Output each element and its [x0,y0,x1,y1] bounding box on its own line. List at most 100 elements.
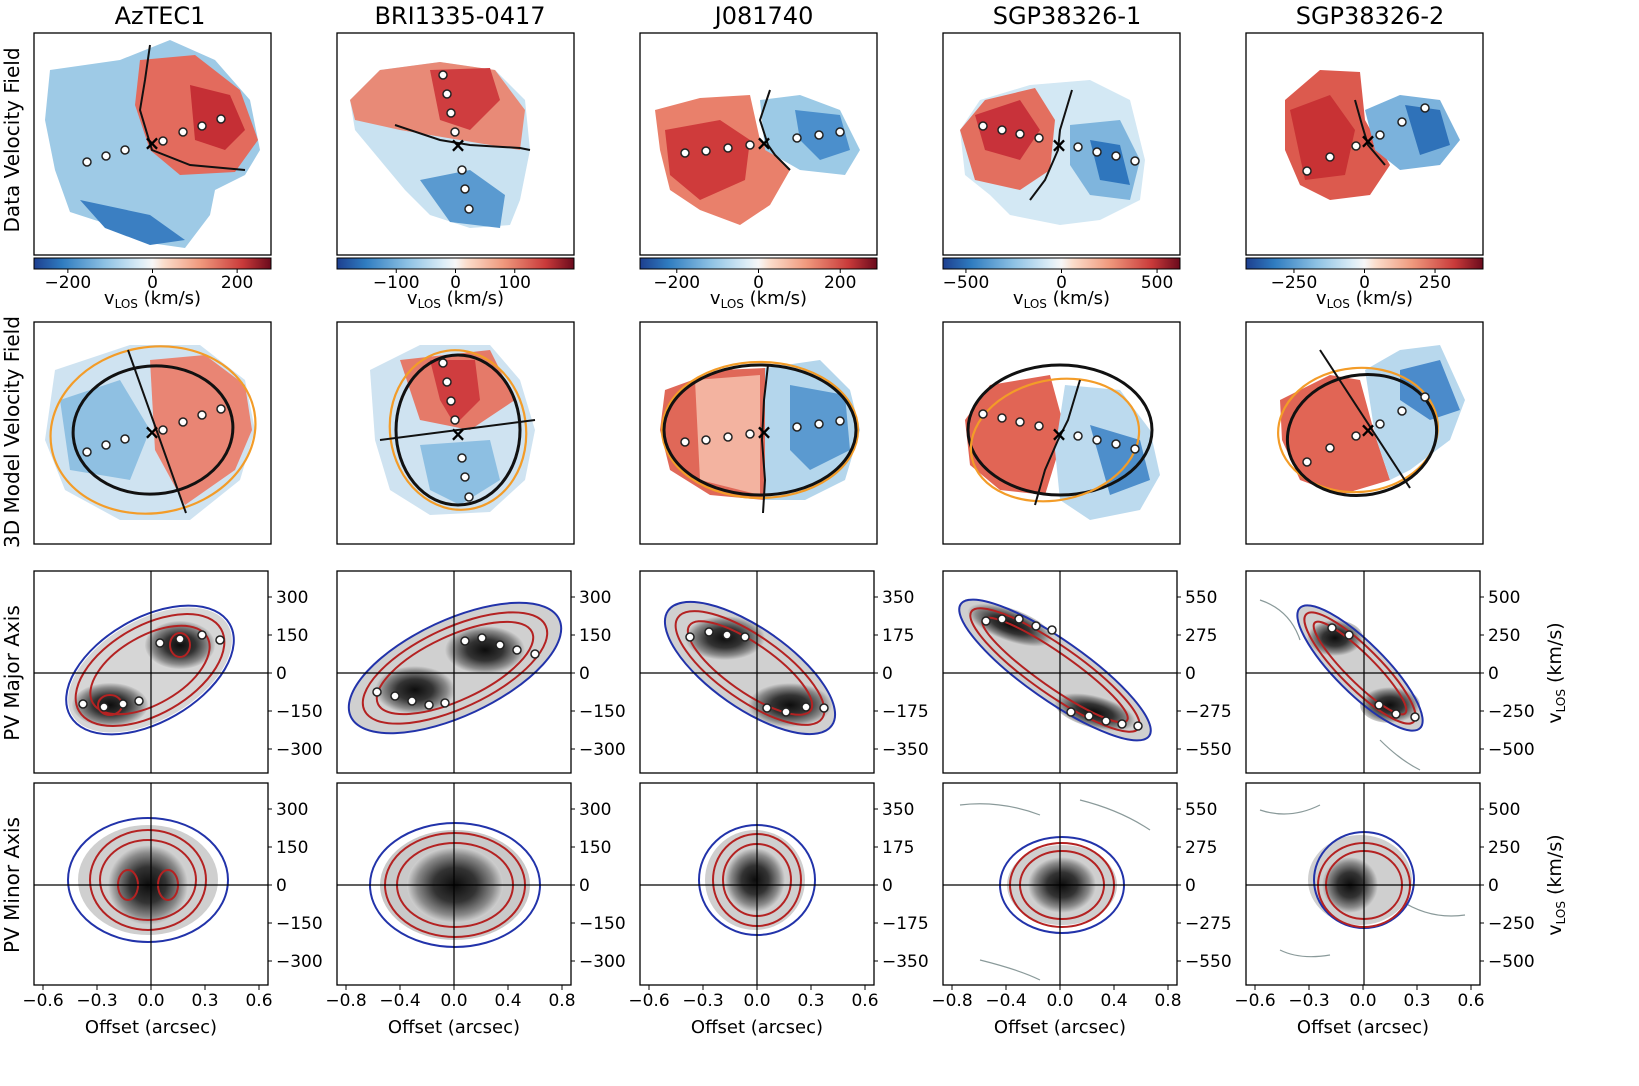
pv-ytick-label: −350 [882,952,929,972]
pv-ytick-label: 0 [882,876,893,896]
svg-text:×: × [1360,418,1377,442]
pv-xtick-label: −0.8 [931,991,972,1011]
pv-ytick-label: 250 [1488,626,1520,646]
colorbar-3 [942,257,1181,270]
svg-text:×: × [144,131,161,155]
pv-xlabel: Offset (arcsec) [691,1017,823,1038]
colorbar-0 [33,257,272,270]
pv-ytick-label: 550 [1185,800,1217,820]
pv-xlabel: Offset (arcsec) [1297,1017,1429,1038]
pv-xtick-label: 0.3 [191,991,218,1011]
colorbar-tick-label: 250 [1419,273,1451,293]
colorbar-tick-label: −250 [1271,273,1318,293]
pv-ytick-label: −500 [1488,740,1535,760]
model-velocity-panel-j081740: × [639,321,878,545]
pv-ytick-label: 150 [579,838,611,858]
pv-minor-ylabel: vLOS (km/s) [1544,834,1568,935]
pv-xtick-label: −0.3 [1288,991,1329,1011]
pv-xtick-label: 0.8 [548,991,575,1011]
colorbar-tick-label: −200 [653,273,700,293]
pv-ytick-label: −150 [276,702,323,722]
colorbar-label: vLOS (km/s) [407,288,504,311]
colorbar-label: vLOS (km/s) [710,288,807,311]
model-velocity-panel-bri1335: × [336,321,575,545]
pv-major-panel-aztec1 [33,570,269,774]
pv-ytick-label: −300 [579,952,626,972]
svg-text:×: × [1051,133,1068,157]
pv-xlabel: Offset (arcsec) [994,1017,1126,1038]
svg-text:×: × [1360,129,1377,153]
pv-xtick-label: 0.0 [1349,991,1376,1011]
pv-xtick-label: 0.0 [1046,991,1073,1011]
colorbar-tick-label: 200 [221,273,253,293]
pv-ytick-label: −550 [1185,952,1232,972]
colorbar-4 [1245,257,1484,270]
row-label-pv-minor: PV Minor Axis [0,817,24,953]
pv-ytick-label: 0 [1185,876,1196,896]
pv-ytick-label: −500 [1488,952,1535,972]
svg-text:×: × [756,420,773,444]
pv-ytick-label: 550 [1185,588,1217,608]
pv-ytick-label: 150 [579,626,611,646]
pv-xtick-label: −0.3 [76,991,117,1011]
pv-ytick-label: 175 [882,838,914,858]
svg-text:×: × [450,422,467,446]
pv-ytick-label: 500 [1488,588,1520,608]
colorbar-tick-label: −500 [943,273,990,293]
pv-axes: 300 150 0 −150 −300 300 150 0 −150 −300 300 150 0 −15… [22,588,1534,1038]
pv-ytick-label: −175 [882,914,929,934]
pv-ytick-label: 300 [579,800,611,820]
colorbar-tick-label: 500 [1141,273,1173,293]
svg-text:×: × [756,131,773,155]
pv-major-panel-sgp38326-1 [942,570,1178,774]
pv-ytick-label: 0 [579,876,590,896]
pv-minor-panel-sgp38326-1 [942,782,1178,986]
pv-ytick-label: 300 [276,800,308,820]
colorbar-tick-label: 0 [753,273,764,293]
colorbar-label: vLOS (km/s) [1316,288,1413,311]
colorbar-tick-label: 0 [1056,273,1067,293]
pv-xtick-label: −0.6 [628,991,669,1011]
pv-ytick-label: 500 [1488,800,1520,820]
colorbar-tick-label: 0 [1359,273,1370,293]
pv-xtick-label: −0.8 [325,991,366,1011]
row-label-pv-major: PV Major Axis [0,605,24,740]
pv-xtick-label: 0.8 [1154,991,1181,1011]
pv-ytick-label: −275 [1185,914,1232,934]
pv-ytick-label: 275 [1185,626,1217,646]
pv-ytick-label: 275 [1185,838,1217,858]
pv-ytick-label: 0 [276,664,287,684]
pv-ytick-label: 300 [579,588,611,608]
column-title-aztec1: AzTEC1 [115,2,206,30]
pv-ytick-label: 0 [1488,664,1499,684]
colorbar-tick-label: 200 [824,273,856,293]
colorbar-tick-label: −200 [45,273,92,293]
pv-minor-panel-j081740 [639,782,875,986]
pv-xtick-label: 0.4 [494,991,521,1011]
pv-xtick-label: 0.0 [743,991,770,1011]
pv-xtick-label: 0.0 [137,991,164,1011]
pv-xtick-label: −0.4 [379,991,420,1011]
pv-ytick-label: −150 [579,914,626,934]
pv-ytick-label: 150 [276,626,308,646]
data-velocity-panel-bri1335: × [336,32,575,256]
pv-xtick-label: −0.4 [985,991,1026,1011]
column-title-bri1335: BRI1335-0417 [374,2,545,30]
model-velocity-panel-aztec1: × [33,321,272,545]
pv-ytick-label: 0 [1488,876,1499,896]
pv-ytick-label: −300 [276,740,323,760]
row-label-model-velocity: 3D Model Velocity Field [0,316,24,548]
pv-xtick-label: 0.3 [797,991,824,1011]
pv-minor-panel-bri1335 [336,782,572,986]
colorbar-2 [639,257,878,270]
pv-ytick-label: −275 [1185,702,1232,722]
pv-ytick-label: −250 [1488,702,1535,722]
row-label-data-velocity: Data Velocity Field [0,47,24,232]
colorbar-label: vLOS (km/s) [1013,288,1110,311]
pv-xlabel: Offset (arcsec) [85,1017,217,1038]
data-velocity-panel-j081740: × [639,32,878,256]
pv-ytick-label: 0 [1185,664,1196,684]
pv-major-panel-sgp38326-2 [1245,570,1481,774]
